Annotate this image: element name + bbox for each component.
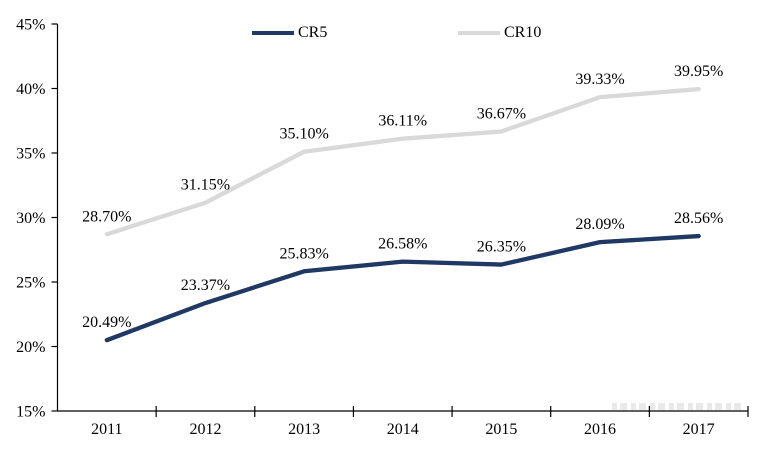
data-label-CR5-2012: 23.37% [181,277,230,294]
data-label-CR5-2017: 28.56% [674,210,723,227]
legend-item-cr5: CR5 [252,24,327,42]
legend-label-cr10: CR10 [504,24,542,41]
data-label-CR10-2013: 35.10% [279,126,328,143]
x-tick-label: 2011 [91,421,122,438]
x-tick-label: 2013 [288,421,320,438]
cr5-line-swatch [252,31,294,35]
data-label-CR5-2011: 20.49% [82,314,131,331]
y-tick-label: 25% [16,275,45,292]
data-label-CR5-2016: 28.09% [575,216,624,233]
x-tick-label: 2012 [189,421,221,438]
y-tick-label: 35% [16,146,45,163]
data-label-CR10-2016: 39.33% [575,71,624,88]
legend-item-cr10: CR10 [458,24,541,42]
series-line-CR5 [104,233,701,343]
y-tick-label: 20% [16,339,45,356]
cr10-line-swatch [458,31,500,35]
x-tick-label: 2014 [387,421,419,438]
y-tick-label: 40% [16,81,45,98]
y-tick-label: 30% [16,210,45,227]
y-tick-label: 15% [16,404,45,421]
series-line-CR10 [104,86,701,237]
data-label-CR10-2012: 31.15% [181,177,230,194]
data-label-CR5-2015: 26.35% [477,239,526,256]
y-tick-label: 45% [16,17,45,34]
x-tick-label: 2015 [485,421,517,438]
x-tick-label: 2017 [683,421,715,438]
data-label-CR10-2015: 36.67% [477,105,526,122]
data-label-CR5-2014: 26.58% [378,236,427,253]
x-tick-label: 2016 [584,421,616,438]
data-label-CR10-2011: 28.70% [82,208,131,225]
legend-label-cr5: CR5 [298,24,328,41]
data-label-CR10-2017: 39.95% [674,63,723,80]
data-label-CR10-2014: 36.11% [378,113,427,130]
data-label-CR5-2013: 25.83% [279,245,328,262]
